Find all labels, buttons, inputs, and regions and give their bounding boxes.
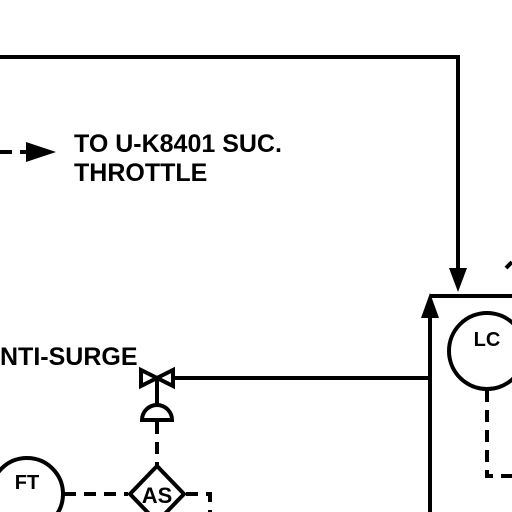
as-function-diamond: AS <box>127 463 187 512</box>
arrow-down-head <box>449 268 467 292</box>
lc-label: LC <box>474 329 501 351</box>
label-anti-surge: NTI-SURGE <box>0 343 138 371</box>
signal-line-lc-down <box>485 390 512 478</box>
ft-label: FT <box>15 472 39 494</box>
signal-arrow-head <box>26 142 56 162</box>
label-to-line1: TO U-K8401 SUC. <box>74 130 282 158</box>
ft-instrument-bubble: FT <box>0 456 65 512</box>
process-line-top <box>0 55 460 272</box>
as-label: AS <box>142 483 173 508</box>
arrow-up-head <box>421 293 439 318</box>
lc-instrument-bubble: LC <box>447 311 512 391</box>
signal-line-as-right <box>186 492 212 512</box>
partial-symbol-edge <box>504 260 512 270</box>
control-valve-icon <box>139 366 175 422</box>
label-to-line2: THROTTLE <box>74 159 207 187</box>
